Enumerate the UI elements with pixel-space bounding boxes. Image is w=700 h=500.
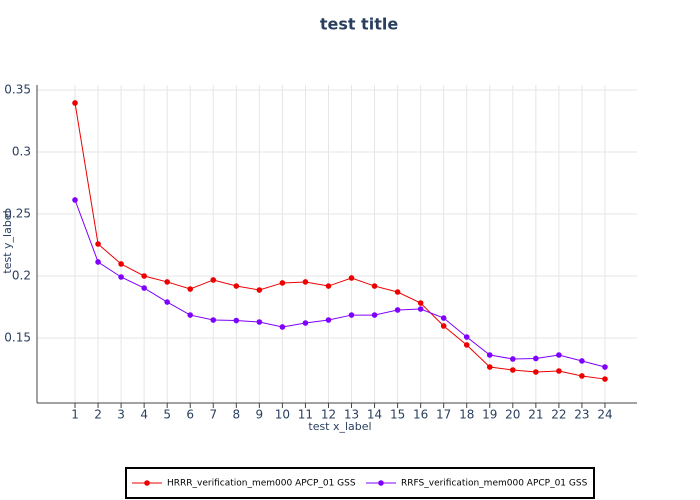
x-tick-label: 23 bbox=[574, 408, 589, 422]
data-point bbox=[233, 317, 240, 324]
x-tick-label: 9 bbox=[256, 408, 264, 422]
data-point bbox=[95, 259, 101, 265]
data-point bbox=[533, 355, 539, 362]
x-tick-label: 19 bbox=[482, 408, 497, 422]
legend-marker bbox=[144, 480, 150, 486]
data-point bbox=[486, 364, 493, 370]
data-point bbox=[602, 364, 608, 370]
x-tick-label: 20 bbox=[505, 408, 520, 422]
data-point bbox=[394, 307, 401, 313]
data-point bbox=[164, 299, 170, 305]
data-point bbox=[325, 283, 332, 289]
data-point bbox=[210, 277, 217, 283]
data-point bbox=[279, 280, 286, 286]
x-tick-label: 14 bbox=[367, 408, 382, 422]
data-point bbox=[141, 273, 147, 279]
x-tick-label: 11 bbox=[298, 408, 313, 422]
x-tick-label: 2 bbox=[94, 408, 102, 422]
data-point bbox=[302, 279, 309, 285]
y-tick-label: 0.25 bbox=[4, 206, 31, 220]
data-point bbox=[463, 342, 470, 348]
x-axis-label: test x_label bbox=[308, 420, 371, 433]
x-tick-label: 16 bbox=[413, 408, 428, 422]
series-line bbox=[74, 102, 606, 380]
series-line bbox=[74, 199, 606, 368]
x-tick-label: 24 bbox=[597, 408, 612, 422]
data-point bbox=[210, 317, 217, 323]
data-point bbox=[118, 261, 124, 267]
data-point bbox=[556, 368, 562, 374]
data-point bbox=[325, 317, 332, 323]
data-point bbox=[510, 367, 516, 373]
data-point bbox=[440, 315, 447, 321]
data-point bbox=[371, 312, 378, 318]
data-point bbox=[72, 197, 78, 203]
data-point bbox=[187, 312, 194, 318]
x-tick-label: 10 bbox=[275, 408, 290, 422]
legend-label: RRFS_verification_mem000 APCP_01 GSS bbox=[401, 479, 588, 489]
data-point bbox=[579, 373, 585, 379]
x-tick-label: 22 bbox=[551, 408, 566, 422]
data-point bbox=[556, 352, 562, 358]
data-point bbox=[463, 334, 470, 340]
data-point bbox=[187, 286, 194, 292]
data-point bbox=[440, 323, 447, 329]
data-point bbox=[118, 274, 124, 280]
data-point bbox=[417, 300, 424, 306]
x-tick-label: 13 bbox=[344, 408, 359, 422]
x-tick-label: 18 bbox=[459, 408, 474, 422]
x-tick-label: 15 bbox=[390, 408, 405, 422]
x-tick-label: 7 bbox=[209, 408, 217, 422]
y-axis-label: test y_label bbox=[1, 210, 14, 273]
legend-marker bbox=[378, 480, 384, 486]
data-point bbox=[486, 352, 493, 358]
y-tick-label: 0.2 bbox=[12, 268, 31, 282]
data-point bbox=[256, 287, 263, 293]
x-tick-label: 3 bbox=[117, 408, 125, 422]
data-point bbox=[417, 306, 424, 312]
data-point bbox=[348, 275, 355, 281]
data-point bbox=[279, 324, 286, 330]
x-tick-label: 21 bbox=[528, 408, 543, 422]
data-point bbox=[233, 283, 240, 289]
data-point bbox=[394, 289, 401, 295]
y-tick-label: 0.3 bbox=[12, 144, 31, 158]
data-point bbox=[533, 369, 539, 375]
y-tick-label: 0.15 bbox=[4, 331, 31, 345]
chart-title: test title bbox=[320, 15, 399, 34]
x-tick-label: 4 bbox=[140, 408, 148, 422]
legend-box bbox=[125, 467, 595, 499]
x-tick-label: 1 bbox=[71, 408, 79, 422]
data-point bbox=[256, 319, 263, 325]
data-point bbox=[72, 100, 78, 106]
data-point bbox=[602, 376, 608, 382]
x-tick-label: 5 bbox=[163, 408, 171, 422]
x-tick-label: 8 bbox=[232, 408, 240, 422]
data-point bbox=[510, 356, 516, 362]
data-point bbox=[371, 283, 378, 289]
data-point bbox=[302, 320, 309, 326]
y-tick-label: 0.35 bbox=[4, 82, 31, 96]
data-point bbox=[348, 312, 355, 318]
x-tick-label: 12 bbox=[321, 408, 336, 422]
x-tick-label: 6 bbox=[186, 408, 194, 422]
legend-label: HRRR_verification_mem000 APCP_01 GSS bbox=[167, 479, 356, 489]
data-point bbox=[164, 279, 170, 285]
data-point bbox=[95, 241, 101, 247]
data-point bbox=[141, 285, 147, 291]
x-tick-label: 17 bbox=[436, 408, 451, 422]
data-point bbox=[579, 358, 585, 364]
